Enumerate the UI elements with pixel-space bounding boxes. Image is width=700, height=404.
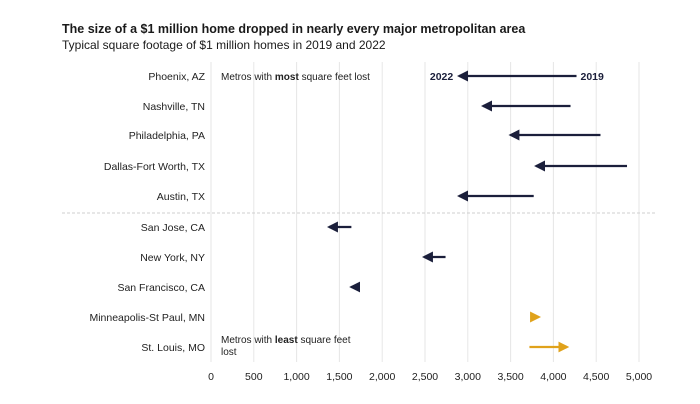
row-label: Austin, TX: [157, 191, 205, 203]
year-label-2019: 2019: [581, 71, 605, 83]
chart-title: The size of a $1 million home dropped in…: [62, 22, 526, 36]
x-tick-label: 1,500: [326, 371, 352, 383]
x-tick-label: 3,500: [497, 371, 523, 383]
group-annotation-most: Metros with most square feet lost: [221, 72, 370, 83]
annotation-text: square feet: [298, 335, 351, 346]
x-tick-label: 2,500: [412, 371, 438, 383]
year-label-2022: 2022: [430, 71, 454, 83]
row-label: Phoenix, AZ: [148, 71, 205, 83]
row-label: San Francisco, CA: [117, 282, 205, 294]
x-tick-label: 2,000: [369, 371, 395, 383]
x-tick-label: 5,000: [626, 371, 652, 383]
group-annotation-least-line2: lost: [221, 347, 237, 358]
row-label: New York, NY: [140, 252, 205, 264]
x-tick-label: 3,000: [455, 371, 481, 383]
row-label: Dallas-Fort Worth, TX: [104, 161, 205, 173]
annotation-text: Metros with: [221, 335, 275, 346]
row-label: Philadelphia, PA: [129, 130, 205, 142]
row-label: St. Louis, MO: [141, 342, 205, 354]
x-tick-label: 1,000: [283, 371, 309, 383]
annotation-text: Metros with: [221, 72, 275, 83]
chart-subtitle: Typical square footage of $1 million hom…: [62, 38, 386, 52]
row-label: Minneapolis-St Paul, MN: [89, 312, 205, 324]
annotation-bold-text: most: [275, 72, 300, 83]
annotation-bold-text: least: [275, 335, 298, 346]
x-tick-label: 500: [245, 371, 263, 383]
annotation-text: square feet lost: [299, 72, 370, 83]
group-annotation-least: Metros with least square feet: [221, 335, 351, 346]
x-tick-label: 0: [208, 371, 214, 383]
row-label: Nashville, TN: [143, 101, 205, 113]
x-tick-label: 4,000: [540, 371, 566, 383]
row-label: San Jose, CA: [141, 222, 205, 234]
x-tick-label: 4,500: [583, 371, 609, 383]
